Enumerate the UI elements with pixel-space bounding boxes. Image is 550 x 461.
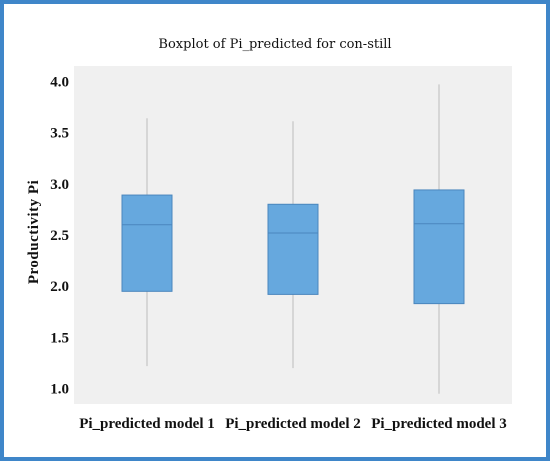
x-category-label: Pi_predicted model 3	[371, 416, 507, 432]
box-iqr	[267, 203, 319, 295]
y-tick-label: 1.5	[50, 330, 69, 346]
x-axis-categories: Pi_predicted model 1 Pi_predicted model 2…	[79, 416, 507, 432]
y-tick-label: 3.5	[50, 126, 69, 142]
y-tick-label: 3.0	[50, 177, 69, 193]
y-tick-label: 2.5	[50, 228, 69, 244]
x-category-label: Pi_predicted model 2	[225, 416, 361, 432]
boxes	[121, 84, 465, 394]
box-group	[413, 84, 465, 394]
x-category-label: Pi_predicted model 1	[79, 416, 215, 432]
box-iqr	[413, 189, 465, 305]
box-iqr	[121, 194, 173, 292]
y-tick-label: 4.0	[50, 74, 69, 90]
y-axis-label: Productivity Pi	[26, 180, 42, 284]
y-axis-ticks: 1.0 1.5 2.0 2.5 3.0 3.5 4.0	[50, 74, 69, 397]
box-group	[267, 121, 319, 369]
box-group	[121, 118, 173, 367]
y-tick-label: 1.0	[50, 382, 69, 398]
y-tick-label: 2.0	[50, 279, 69, 295]
chart-title: Boxplot of Pi_predicted for con-still	[158, 37, 391, 52]
